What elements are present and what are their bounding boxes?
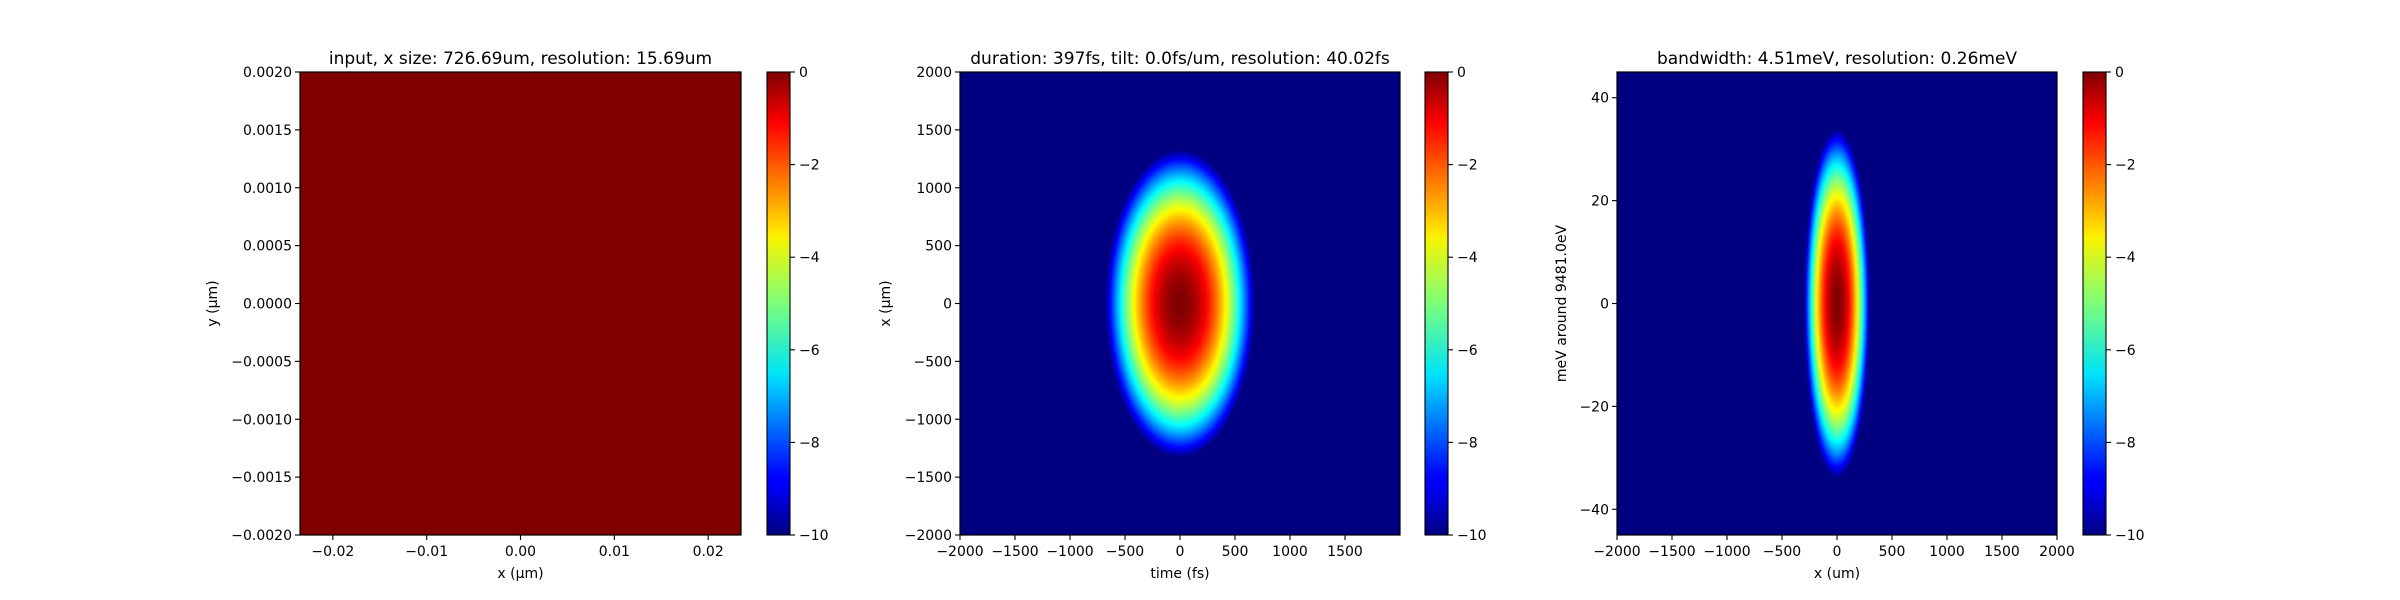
- y-tick-label: 0: [943, 297, 952, 313]
- y-tick-label: −0.0020: [231, 528, 292, 544]
- y-tick-label: 0.0015: [243, 123, 292, 139]
- y-tick-label: 2000: [916, 65, 952, 81]
- x-axis-label: x (μm): [497, 566, 543, 582]
- colorbar-tick-label: −4: [2115, 250, 2136, 266]
- y-tick-label: 0: [1600, 297, 1609, 313]
- y-tick-label: −1500: [905, 470, 952, 486]
- x-tick-label: −1000: [1703, 544, 1750, 560]
- chart-panel-3: bandwidth: 4.51meV, resolution: 0.26meV −…: [1554, 49, 2145, 582]
- y-tick-label: −0.0015: [231, 470, 292, 486]
- heatmap-image: [1617, 72, 2057, 535]
- chart-title: bandwidth: 4.51meV, resolution: 0.26meV: [1657, 49, 2017, 69]
- colorbar-frame: [1424, 71, 1449, 536]
- colorbar-tick-label: −2: [2115, 158, 2136, 174]
- x-tick-label: 0: [1833, 544, 1842, 560]
- x-tick-label: −1000: [1046, 544, 1093, 560]
- y-axis-label: y (μm): [205, 280, 221, 326]
- colorbar-tick-label: −6: [1457, 343, 1478, 359]
- y-axis-label: x (μm): [878, 280, 894, 326]
- y-axis-label: meV around 9481.0eV: [1554, 225, 1570, 383]
- x-tick-label: −0.01: [405, 544, 448, 560]
- x-axis-label: x (um): [1814, 566, 1860, 582]
- colorbar-gradient: [1425, 72, 1448, 535]
- heatmap-image: [960, 72, 1400, 535]
- x-tick-label: 0.02: [693, 544, 724, 560]
- x-tick-label: 0: [1176, 544, 1185, 560]
- colorbar-tick-label: −2: [1457, 158, 1478, 174]
- y-tick-label: 500: [925, 239, 952, 255]
- colorbar-tick-label: −4: [799, 250, 820, 266]
- chart-title: duration: 397fs, tilt: 0.0fs/um, resolut…: [970, 49, 1390, 69]
- chart-title: input, x size: 726.69um, resolution: 15.…: [329, 49, 712, 69]
- x-tick-label: 1500: [1327, 544, 1363, 560]
- colorbar-tick-label: −10: [1457, 528, 1487, 544]
- y-tick-label: −20: [1579, 399, 1609, 415]
- x-tick-label: 500: [1879, 544, 1906, 560]
- colorbar-tick-label: 0: [799, 65, 808, 81]
- chart-panel-2: duration: 397fs, tilt: 0.0fs/um, resolut…: [878, 49, 1487, 582]
- y-tick-label: 1000: [916, 181, 952, 197]
- colorbar-tick-label: −6: [2115, 343, 2136, 359]
- x-tick-label: 0.01: [599, 544, 630, 560]
- x-tick-label: 0.00: [505, 544, 536, 560]
- colorbar-tick-label: −6: [799, 343, 820, 359]
- y-tick-label: 40: [1591, 91, 1609, 107]
- x-axis-label: time (fs): [1150, 566, 1209, 582]
- x-tick-label: −1500: [1648, 544, 1695, 560]
- x-tick-label: 1000: [1929, 544, 1965, 560]
- colorbar-frame: [2082, 71, 2107, 536]
- y-tick-label: 0.0020: [243, 65, 292, 81]
- colorbar-gradient: [2083, 72, 2106, 535]
- y-tick-label: −1000: [905, 412, 952, 428]
- colorbar-frame: [766, 71, 791, 536]
- colorbar-tick-label: −10: [799, 528, 829, 544]
- x-tick-label: 2000: [2039, 544, 2075, 560]
- x-tick-label: 1000: [1272, 544, 1308, 560]
- y-tick-label: −0.0005: [231, 354, 292, 370]
- y-tick-label: 1500: [916, 123, 952, 139]
- colorbar-tick-label: 0: [2115, 65, 2124, 81]
- colorbar-tick-label: −10: [2115, 528, 2145, 544]
- x-tick-label: −1500: [991, 544, 1038, 560]
- heatmap-image: [300, 72, 741, 535]
- y-tick-label: −500: [914, 354, 952, 370]
- y-tick-label: 0.0005: [243, 239, 292, 255]
- x-tick-label: −0.02: [311, 544, 354, 560]
- x-tick-label: −500: [1106, 544, 1144, 560]
- y-tick-label: 20: [1591, 194, 1609, 210]
- y-tick-label: 0.0000: [243, 297, 292, 313]
- colorbar-gradient: [767, 72, 790, 535]
- x-tick-label: 1500: [1984, 544, 2020, 560]
- x-tick-label: −2000: [1593, 544, 1640, 560]
- y-tick-label: 0.0010: [243, 181, 292, 197]
- colorbar-tick-label: −4: [1457, 250, 1478, 266]
- colorbar-tick-label: −2: [799, 158, 820, 174]
- colorbar-tick-label: −8: [1457, 435, 1478, 451]
- x-tick-label: 500: [1222, 544, 1249, 560]
- colorbar-tick-label: 0: [1457, 65, 1466, 81]
- colorbar-tick-label: −8: [2115, 435, 2136, 451]
- y-tick-label: −0.0010: [231, 412, 292, 428]
- colorbar-tick-label: −8: [799, 435, 820, 451]
- x-tick-label: −2000: [936, 544, 983, 560]
- chart-panel-1: input, x size: 726.69um, resolution: 15.…: [205, 49, 829, 582]
- y-tick-label: −40: [1579, 502, 1609, 518]
- y-tick-label: −2000: [905, 528, 952, 544]
- x-tick-label: −500: [1763, 544, 1801, 560]
